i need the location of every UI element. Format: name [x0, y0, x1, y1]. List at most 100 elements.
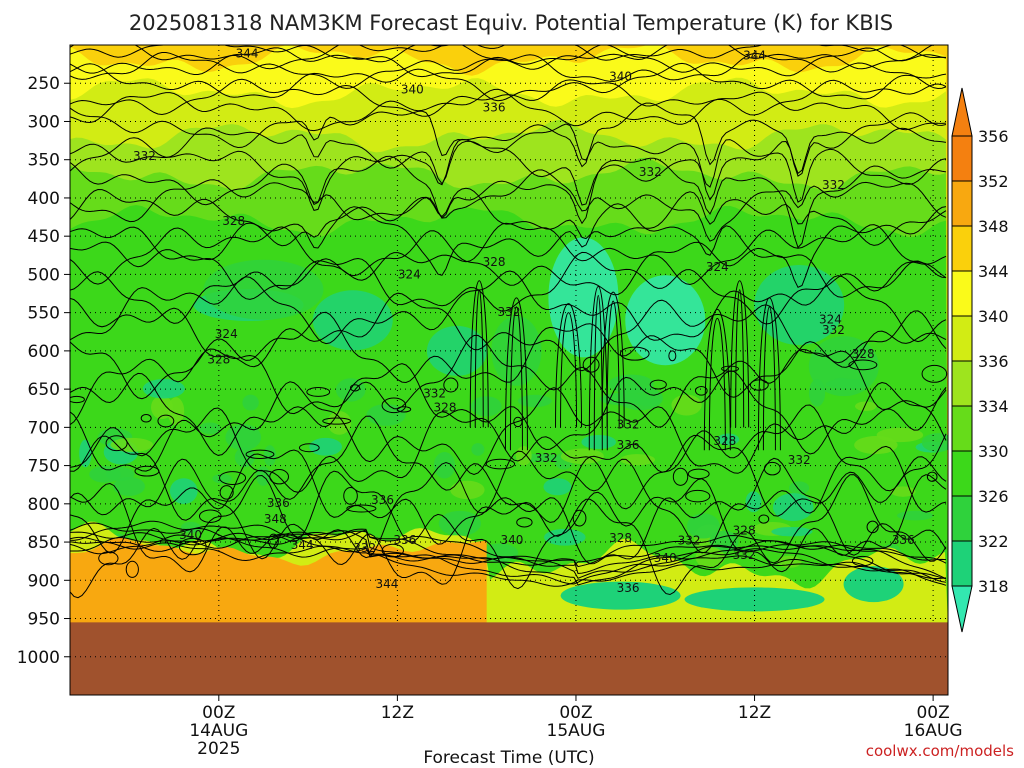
mottled-area	[515, 446, 532, 466]
mottled-area	[366, 404, 406, 426]
colorbar: 318 322 326 330 334 336 340 344 348 352 356	[951, 87, 1009, 633]
colorbar-segment	[951, 180, 973, 227]
y-tick-label: 850	[28, 533, 60, 553]
chart-title: 2025081318 NAM3KM Forecast Equiv. Potent…	[129, 11, 893, 35]
contour-loop	[322, 417, 352, 425]
y-tick-label: 450	[28, 227, 60, 247]
colorbar-label: 334	[978, 397, 1009, 416]
contour-line	[70, 155, 947, 249]
mottled-area	[876, 427, 924, 443]
contour-line	[70, 334, 947, 428]
contour-label: 332	[423, 387, 446, 401]
colorbar-label: 318	[978, 577, 1009, 596]
convective-contour	[735, 289, 745, 428]
mottled-area	[167, 397, 185, 426]
y-tick-label: 700	[28, 418, 60, 438]
contour-line	[70, 363, 947, 456]
inversion-contour	[70, 528, 947, 580]
mottled-area	[79, 439, 92, 468]
contour-label: 328	[483, 255, 506, 269]
contour-label: 336	[617, 581, 640, 595]
credit-text: coolwx.com/models	[866, 742, 1014, 760]
mottled-area	[309, 437, 342, 456]
contour-line	[70, 270, 947, 345]
contour-label: 332	[822, 178, 845, 192]
inversion-contour	[70, 541, 947, 587]
contour-label: 344	[376, 577, 399, 591]
contour-loop	[649, 379, 667, 390]
contour-loop	[346, 504, 377, 513]
mottled-area	[637, 397, 661, 407]
mottled-area	[543, 478, 572, 496]
contour-label: 324	[706, 260, 729, 274]
colorbar-label: 344	[978, 262, 1009, 281]
contour-loop	[105, 435, 128, 452]
contour-label: 336	[371, 493, 394, 507]
contour-line	[70, 187, 947, 247]
contour-line	[70, 415, 947, 523]
contour-loop	[672, 467, 689, 486]
convective-contour	[762, 306, 776, 451]
y-tick-label: 350	[28, 151, 60, 171]
low-theta-area	[491, 315, 542, 386]
contour-loop	[572, 509, 587, 527]
x-tick-label: 2025	[197, 739, 240, 759]
x-axis-label: Forecast Time (UTC)	[423, 748, 594, 768]
x-tick-label: 14AUG	[189, 721, 248, 741]
contour-label: 340	[401, 82, 424, 96]
contour-label: 328	[434, 400, 457, 414]
y-tick-label: 800	[28, 495, 60, 515]
colorbar-segment	[951, 405, 973, 452]
contour-lines	[70, 45, 948, 599]
mottled-area	[113, 476, 145, 496]
contour-loop	[219, 485, 234, 500]
contour-label: 324	[215, 327, 238, 341]
contour-line	[70, 78, 947, 117]
contour-loop	[219, 471, 247, 486]
colorbar-label: 356	[978, 127, 1009, 146]
convective-contour	[469, 280, 489, 428]
mottled-area	[327, 411, 352, 435]
colorbar-segment	[951, 540, 973, 587]
mottled-area	[433, 452, 456, 479]
colorbar-label: 340	[978, 307, 1009, 326]
colorbar-label: 352	[978, 172, 1009, 191]
warm-core	[70, 537, 487, 627]
mottled-area	[150, 395, 173, 420]
convective-contour	[588, 285, 608, 451]
contour-line	[70, 137, 947, 211]
contour-loop	[98, 551, 119, 566]
contour-loop	[349, 384, 361, 392]
contour-label: 332	[353, 541, 376, 555]
pressure-axis: 250 300 350 400 450 500 550 600 650 700 750 800 850 9…	[17, 74, 70, 668]
convective-contour	[703, 309, 731, 451]
colorbar-segment	[951, 450, 973, 497]
contour-label: 332	[535, 451, 558, 465]
mottled-area	[470, 396, 502, 417]
mottled-area	[897, 510, 934, 521]
contour-labels: 344 3443403403363323323323283283243243243…	[133, 46, 915, 595]
mottled-area	[831, 377, 852, 390]
contour-line	[70, 45, 934, 70]
convective-contour	[601, 291, 625, 428]
mottled-area	[671, 394, 702, 416]
convective-contour	[593, 295, 603, 451]
contour-loop	[848, 359, 878, 371]
convective-contour	[555, 303, 583, 428]
contour-label: 340	[501, 533, 524, 547]
low-theta-area	[625, 275, 706, 366]
low-theta-area	[754, 265, 845, 345]
y-tick-label: 500	[28, 265, 60, 285]
colorbar-segment	[951, 495, 973, 542]
contour-label: 328	[207, 352, 230, 366]
contour-loop	[749, 379, 769, 391]
mottled-area	[854, 401, 877, 411]
contour-label: 344	[743, 49, 766, 63]
contour-label: 344	[291, 538, 314, 552]
contour-loop	[687, 468, 710, 480]
contour-loop	[513, 416, 523, 428]
contour-loop	[685, 489, 711, 503]
convective-contour	[730, 280, 750, 428]
colorbar-segment	[951, 270, 973, 317]
